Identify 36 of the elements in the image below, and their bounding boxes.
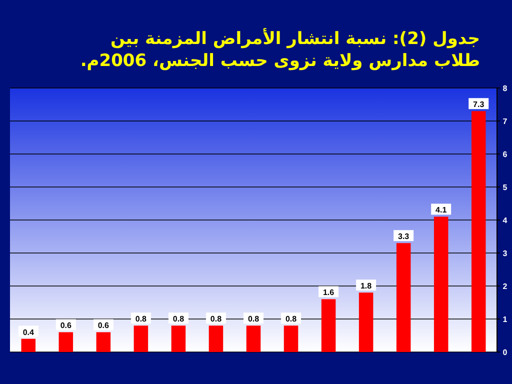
bar [434,216,448,352]
y-tick-label: 6 [502,150,508,159]
data-label: 3.3 [398,232,410,242]
data-label: 0.8 [248,314,260,324]
y-tick-label: 7 [502,117,508,126]
y-tick-label: 4 [502,216,508,225]
y-tick-label: 1 [502,315,508,324]
bar [134,326,148,352]
bar [321,299,336,352]
y-tick-label: 3 [502,249,508,258]
data-label: 0.6 [98,321,110,330]
bar [21,338,36,352]
data-label: 4.1 [436,206,448,215]
data-label: 0.4 [22,328,34,337]
bar [396,243,411,352]
bar [246,326,261,352]
data-label: 1.8 [360,282,372,291]
chart-title: جدول (2): نسبة انتشار الأمراض المزمنة بين طلاب مدارس ولاية نزوى حسب الجنس، 2006م. [79,28,480,72]
data-label: 0.8 [135,314,148,324]
y-tick-label: 0 [502,348,508,357]
y-tick-label: 2 [502,282,508,291]
data-label: 0.8 [172,314,185,324]
bar [284,326,298,352]
data-label: 0.8 [285,314,298,324]
data-label: 1.6 [322,288,335,298]
data-label: 0.8 [210,314,222,324]
bar [471,111,486,352]
data-label: 7.3 [473,100,485,110]
data-label: 0.6 [60,321,72,330]
bar [58,332,74,352]
bar [358,292,374,352]
y-tick-label: 8 [502,84,508,93]
bar [96,332,111,352]
y-tick-label: 5 [502,183,508,192]
bar [171,326,186,352]
bar [208,326,224,352]
